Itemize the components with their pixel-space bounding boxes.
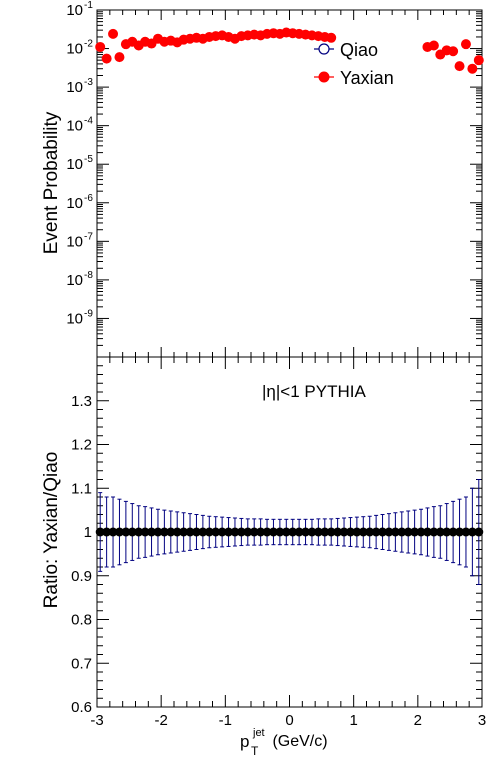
bottom-xtick-label: -3: [90, 712, 103, 729]
top-panel-points: [96, 28, 484, 73]
bottom-ytick-label: 0.8: [71, 612, 92, 629]
top-ytick-label: 10: [66, 118, 83, 135]
legend-marker-qiao: [319, 44, 329, 54]
top-ytick-label: 10: [66, 195, 83, 212]
bottom-panel-points: [96, 480, 483, 585]
bottom-panel-ticks: 0.6 0.7 0.8 0.9 1 1.1 1.2 1.3 -3 -2 -1 0 1 2 3: [71, 357, 486, 729]
x-axis-title: p jet T (GeV/c): [240, 727, 328, 758]
data-point-yaxian: [468, 64, 477, 73]
top-ytick-exponent: -5: [84, 154, 93, 165]
bottom-ytick-label: 1.1: [71, 480, 92, 497]
bottom-ytick-label: 1: [84, 524, 92, 541]
legend-item-qiao: Qiao: [314, 40, 378, 60]
bottom-ytick-label: 0.7: [71, 655, 92, 672]
data-point-yaxian: [455, 62, 464, 71]
xlabel-unit: (GeV/c): [268, 733, 328, 750]
top-ytick-exponent: -2: [84, 39, 93, 50]
bottom-ytick-label: 0.6: [71, 699, 92, 716]
top-ylabel: Event Probability: [41, 111, 62, 254]
top-ytick-exponent: -9: [84, 308, 93, 319]
top-ytick-exponent: -3: [84, 77, 93, 88]
bottom-ytick-label: 1.3: [71, 393, 92, 410]
legend-label-yaxian: Yaxian: [340, 68, 394, 88]
top-ytick-label: 10: [66, 79, 83, 96]
bottom-xtick-label: 1: [349, 712, 357, 729]
top-panel-frame: [97, 10, 482, 357]
data-point-yaxian: [461, 40, 470, 49]
data-point-yaxian: [429, 41, 438, 50]
data-point-yaxian: [474, 56, 483, 65]
data-point-yaxian: [449, 47, 458, 56]
top-ytick-label: 10: [66, 2, 83, 19]
bottom-xtick-label: 0: [285, 712, 293, 729]
legend-label-qiao: Qiao: [340, 40, 378, 60]
xlabel-sup: jet: [252, 727, 265, 739]
bottom-xtick-label: -1: [219, 712, 232, 729]
top-ytick-exponent: -6: [84, 193, 93, 204]
bottom-ylabel: Ratio: Yaxian/Qiao: [41, 452, 62, 609]
bottom-xtick-label: -2: [154, 712, 167, 729]
data-point-yaxian: [115, 53, 124, 62]
top-ytick-label: 10: [66, 41, 83, 58]
top-ytick-label: 10: [66, 310, 83, 327]
legend: Qiao Yaxian: [314, 40, 394, 88]
bottom-xtick-label: 3: [478, 712, 486, 729]
ratio-point: [475, 528, 483, 536]
top-panel-ticks: 10-910-810-710-610-510-410-310-210-1: [66, 0, 482, 357]
data-point-yaxian: [96, 42, 105, 51]
top-ytick-label: 10: [66, 156, 83, 173]
top-ytick-label: 10: [66, 233, 83, 250]
top-ytick-exponent: -8: [84, 270, 93, 281]
xlabel-main: p: [240, 732, 249, 751]
data-point-yaxian: [327, 33, 336, 42]
data-point-yaxian: [109, 29, 118, 38]
bottom-ytick-label: 0.9: [71, 568, 92, 585]
xlabel-sub: T: [251, 744, 259, 758]
annotation-label: |η|<1 PYTHIA: [262, 382, 366, 401]
top-ytick-exponent: -7: [84, 231, 93, 242]
bottom-xtick-label: 2: [414, 712, 422, 729]
legend-marker-yaxian: [319, 72, 329, 82]
top-ytick-label: 10: [66, 272, 83, 289]
data-point-yaxian: [102, 54, 111, 63]
top-ytick-exponent: -1: [84, 0, 93, 11]
top-ytick-exponent: -4: [84, 116, 93, 127]
legend-item-yaxian: Yaxian: [314, 68, 394, 88]
bottom-ytick-label: 1.2: [71, 437, 92, 454]
